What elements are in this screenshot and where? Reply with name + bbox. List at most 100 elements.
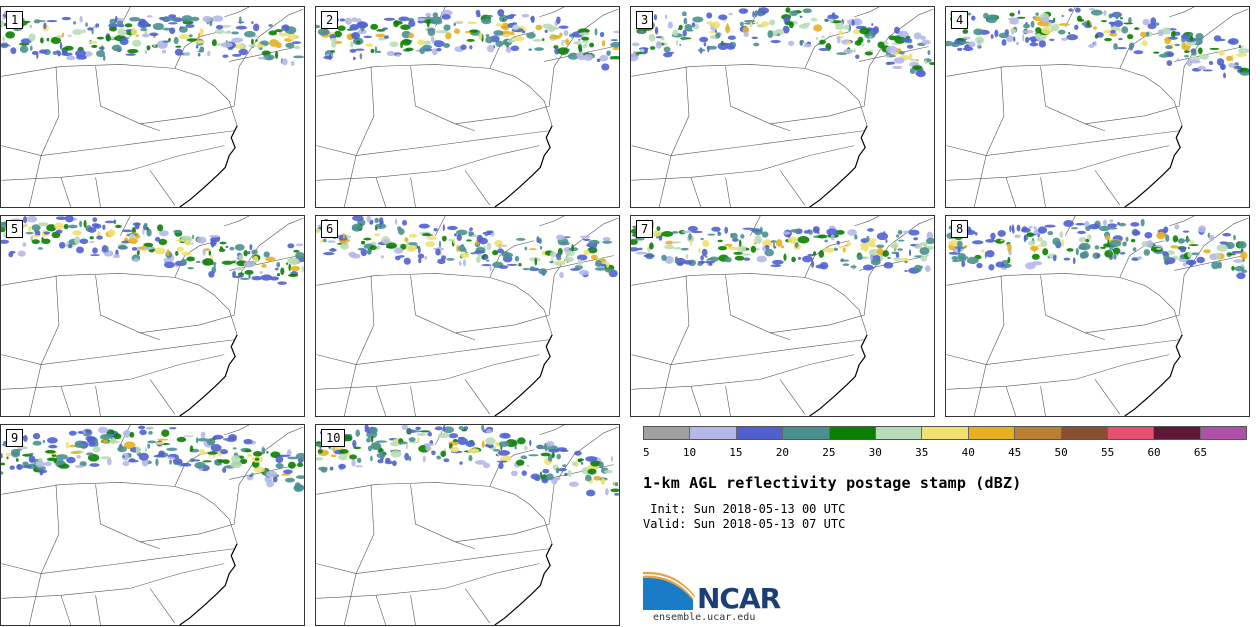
reflectivity-echo bbox=[476, 234, 483, 243]
reflectivity-echo bbox=[1036, 237, 1043, 242]
reflectivity-echo bbox=[22, 242, 27, 247]
reflectivity-echo bbox=[546, 441, 555, 447]
reflectivity-echo bbox=[1127, 34, 1134, 40]
reflectivity-echo bbox=[1049, 38, 1055, 41]
reflectivity-echo bbox=[1063, 220, 1074, 227]
reflectivity-echo bbox=[638, 30, 645, 34]
reflectivity-echo bbox=[31, 239, 40, 245]
reflectivity-echo bbox=[364, 425, 369, 430]
reflectivity-echo bbox=[869, 49, 874, 52]
reflectivity-echo bbox=[1103, 10, 1107, 16]
reflectivity-echo bbox=[925, 237, 934, 245]
reflectivity-echo bbox=[966, 256, 979, 265]
reflectivity-echo bbox=[146, 15, 153, 18]
reflectivity-echo bbox=[997, 229, 1006, 237]
state-boundary bbox=[410, 66, 476, 132]
reflectivity-echo bbox=[175, 45, 182, 48]
reflectivity-echo bbox=[564, 250, 575, 257]
reflectivity-echo bbox=[327, 240, 336, 243]
reflectivity-echo bbox=[381, 236, 390, 245]
colorbar-bin bbox=[644, 427, 691, 439]
reflectivity-echo bbox=[232, 447, 237, 450]
reflectivity-echo bbox=[352, 439, 357, 448]
reflectivity-echo bbox=[98, 46, 105, 50]
reflectivity-echo bbox=[125, 53, 136, 56]
reflectivity-echo bbox=[359, 53, 363, 60]
reflectivity-echo bbox=[1022, 29, 1034, 34]
reflectivity-echo bbox=[169, 27, 176, 35]
reflectivity-echo bbox=[95, 23, 100, 28]
reflectivity-echo bbox=[731, 232, 738, 240]
reflectivity-echo bbox=[301, 265, 304, 273]
coastline bbox=[494, 543, 553, 625]
reflectivity-echo bbox=[753, 242, 758, 245]
reflectivity-echo bbox=[667, 21, 673, 29]
reflectivity-echo bbox=[1176, 58, 1180, 61]
reflectivity-echo bbox=[434, 426, 443, 431]
reflectivity-echo bbox=[153, 454, 165, 458]
reflectivity-echo bbox=[437, 432, 450, 438]
state-boundary bbox=[946, 64, 1145, 77]
reflectivity-echo bbox=[393, 20, 403, 25]
reflectivity-echo bbox=[401, 425, 409, 431]
reflectivity-echo bbox=[578, 269, 590, 276]
reflectivity-echo bbox=[114, 15, 118, 23]
state-boundary bbox=[829, 76, 868, 126]
reflectivity-echo bbox=[581, 40, 590, 43]
reflectivity-echo bbox=[185, 24, 195, 28]
reflectivity-echo bbox=[1190, 252, 1200, 256]
reflectivity-echo bbox=[680, 36, 686, 41]
reflectivity-echo bbox=[430, 19, 443, 25]
reflectivity-echo bbox=[88, 40, 98, 44]
reflectivity-echo bbox=[551, 452, 555, 459]
reflectivity-echo bbox=[360, 240, 366, 245]
reflectivity-echo bbox=[1133, 50, 1144, 55]
reflectivity-echo bbox=[72, 29, 83, 35]
reflectivity-echo bbox=[1184, 50, 1190, 54]
reflectivity-echo bbox=[724, 257, 732, 263]
reflectivity-echo bbox=[351, 17, 358, 23]
reflectivity-echo bbox=[757, 12, 763, 17]
reflectivity-echo bbox=[891, 251, 899, 255]
reflectivity-echo bbox=[857, 36, 864, 43]
panel-label: 3 bbox=[636, 11, 654, 29]
coastline bbox=[1124, 125, 1183, 207]
reflectivity-echo bbox=[408, 242, 418, 246]
reflectivity-echo bbox=[824, 18, 829, 22]
state-boundary bbox=[859, 46, 929, 62]
reflectivity-echo bbox=[962, 46, 974, 52]
state-boundary bbox=[316, 339, 550, 365]
state-boundary bbox=[95, 595, 101, 625]
reflectivity-echo bbox=[259, 271, 263, 274]
reflectivity-echo bbox=[843, 24, 850, 30]
reflectivity-echo bbox=[166, 456, 175, 460]
reflectivity-echo bbox=[84, 51, 93, 57]
reflectivity-echo bbox=[1118, 222, 1127, 227]
reflectivity-echo bbox=[220, 25, 232, 28]
reflectivity-echo bbox=[904, 270, 908, 273]
reflectivity-echo bbox=[173, 229, 182, 234]
reflectivity-echo bbox=[465, 440, 476, 448]
reflectivity-echo bbox=[1216, 244, 1228, 252]
reflectivity-echo bbox=[1172, 235, 1179, 243]
reflectivity-echo bbox=[85, 22, 88, 27]
reflectivity-echo bbox=[782, 25, 790, 34]
state-boundary bbox=[1174, 255, 1244, 271]
reflectivity-echo bbox=[718, 14, 728, 20]
reflectivity-echo bbox=[1040, 26, 1053, 35]
reflectivity-echo bbox=[117, 446, 127, 453]
reflectivity-echo bbox=[1225, 55, 1233, 62]
reflectivity-echo bbox=[143, 246, 156, 250]
reflectivity-echo bbox=[100, 434, 112, 441]
reflectivity-echo bbox=[59, 41, 63, 50]
reflectivity-echo bbox=[811, 260, 815, 268]
state-boundary bbox=[539, 425, 565, 436]
reflectivity-echo bbox=[583, 249, 590, 256]
reflectivity-echo bbox=[276, 261, 281, 268]
reflectivity-echo bbox=[375, 440, 388, 443]
reflectivity-echo bbox=[102, 439, 109, 443]
reflectivity-echo bbox=[408, 20, 416, 27]
reflectivity-echo bbox=[86, 452, 94, 456]
reflectivity-echo bbox=[1020, 227, 1031, 233]
reflectivity-echo bbox=[836, 52, 848, 56]
